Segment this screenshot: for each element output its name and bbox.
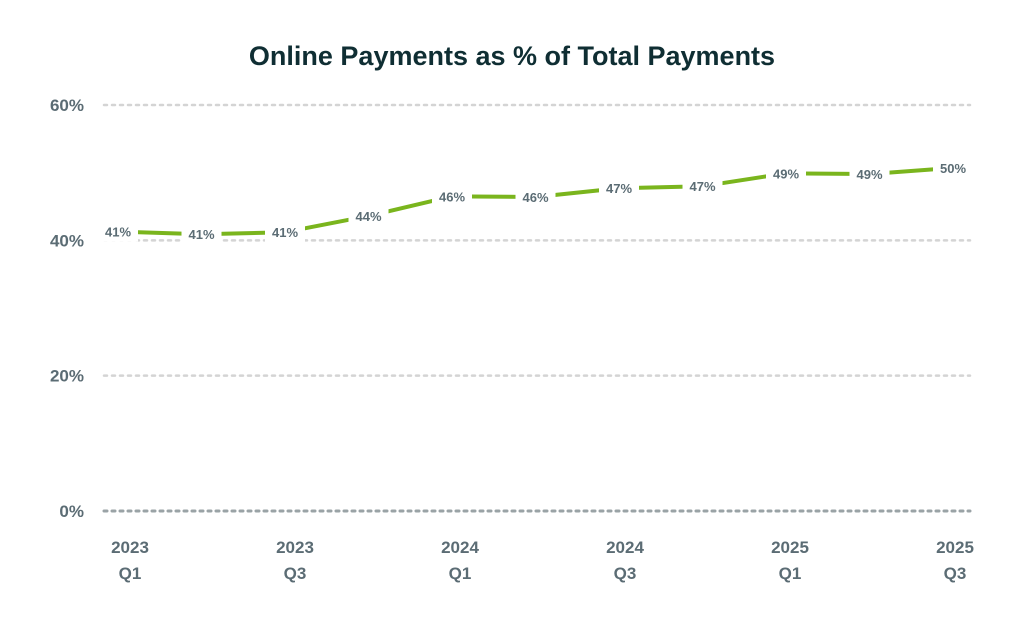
x-tick-year: 2025	[936, 538, 974, 557]
data-label: 46%	[439, 189, 465, 204]
data-label: 41%	[105, 225, 131, 240]
x-tick-quarter: Q3	[284, 564, 307, 583]
data-label: 47%	[689, 179, 715, 194]
x-tick-year: 2024	[606, 538, 644, 557]
x-tick-quarter: Q1	[779, 564, 802, 583]
x-tick-year: 2024	[441, 538, 479, 557]
data-label: 41%	[272, 225, 298, 240]
gridlines	[102, 103, 972, 513]
y-tick-label: 0%	[59, 502, 84, 521]
y-tick-label: 20%	[50, 367, 84, 386]
data-label: 44%	[355, 209, 381, 224]
series-group: 41% 41% 41% 44% 46% 46% 47% 47% 49% 49% 50%	[98, 157, 973, 245]
x-tick-year: 2023	[276, 538, 314, 557]
y-axis: 0% 20% 40% 60%	[50, 96, 84, 521]
data-label: 49%	[856, 167, 882, 182]
data-label: 46%	[522, 190, 548, 205]
y-tick-label: 40%	[50, 231, 84, 250]
x-tick-year: 2025	[771, 538, 809, 557]
x-tick-quarter: Q1	[119, 564, 142, 583]
x-tick-quarter: Q1	[449, 564, 472, 583]
data-label: 50%	[940, 161, 966, 176]
y-tick-label: 60%	[50, 96, 84, 115]
x-tick-quarter: Q3	[614, 564, 637, 583]
x-tick-quarter: Q3	[944, 564, 967, 583]
data-label: 41%	[188, 227, 214, 242]
data-label: 47%	[606, 181, 632, 196]
chart-title: Online Payments as % of Total Payments	[249, 41, 775, 71]
x-tick-year: 2023	[111, 538, 149, 557]
data-label: 49%	[773, 166, 799, 181]
x-axis: 2023 Q1 2023 Q3 2024 Q1 2024 Q3 2025 Q1 2025 Q3	[111, 538, 974, 583]
